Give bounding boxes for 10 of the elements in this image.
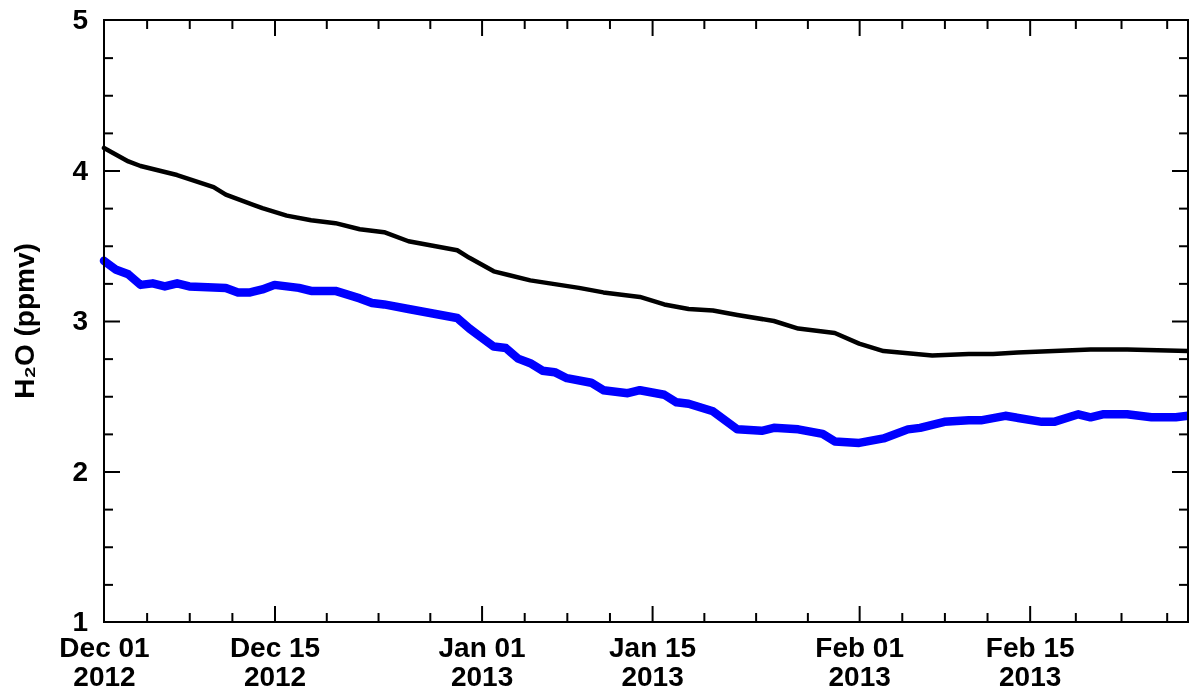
x-tick-label: Jan 15 2013 [609,632,697,687]
y-tick-label: 5 [72,4,88,36]
x-tick-label: Feb 01 2013 [815,632,904,687]
x-tick-label: Jan 01 2013 [438,632,526,687]
y-tick-label: 3 [72,305,88,337]
x-tick-label: Dec 15 2012 [229,632,321,687]
y-tick-label: 2 [72,455,88,487]
y-tick-label: 4 [72,154,89,186]
x-tick-label: Feb 15 2013 [985,632,1075,687]
y-axis-title: H₂O (ppmv) [9,243,40,399]
